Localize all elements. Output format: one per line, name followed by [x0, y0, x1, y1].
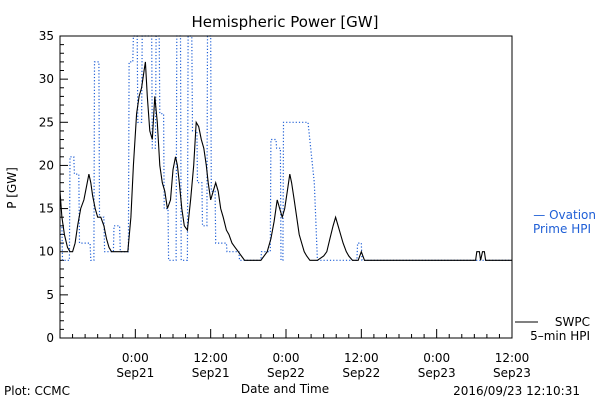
legend-swpc-line1: SWPC [555, 315, 590, 329]
x-tick-date: Sep22 [342, 366, 380, 380]
footer-plot-credit: Plot: CCMC [4, 384, 70, 398]
x-tick-time: 12:00 [193, 351, 228, 365]
chart-title: Hemispheric Power [GW] [192, 13, 379, 31]
y-tick-label: 35 [39, 29, 54, 43]
x-tick-date: Sep23 [418, 366, 456, 380]
x-tick-time: 0:00 [273, 351, 300, 365]
plot-frame [59, 35, 513, 339]
legend-swpc-line2: 5–min HPI [530, 329, 590, 343]
x-tick-time: 0:00 [423, 351, 450, 365]
legend-ovation-line1: — Ovation [533, 208, 596, 222]
y-tick-label: 20 [39, 158, 54, 172]
x-axis-label: Date and Time [241, 382, 329, 396]
legend-ovation-line2: Prime HPI [533, 222, 591, 236]
series-swpc-line [59, 61, 512, 261]
x-tick-date: Sep23 [493, 366, 531, 380]
x-tick-time: 12:00 [344, 351, 379, 365]
x-tick-date: Sep21 [116, 366, 154, 380]
series-ovation-prime-line [60, 35, 512, 261]
y-axis-label: P [GW] [5, 167, 19, 209]
y-tick-label: 15 [39, 202, 54, 216]
x-tick-time: 12:00 [495, 351, 530, 365]
y-tick-label: 5 [46, 288, 54, 302]
x-axis: 0:00Sep2112:00Sep210:00Sep2212:00Sep220:… [59, 329, 531, 380]
y-tick-label: 25 [39, 115, 54, 129]
y-tick-label: 10 [39, 245, 54, 259]
y-tick-label: 30 [39, 72, 54, 86]
footer-timestamp: 2016/09/23 12:10:31 [453, 384, 580, 398]
x-tick-date: Sep21 [192, 366, 230, 380]
y-tick-label: 0 [46, 331, 54, 345]
y-axis: 0 5 10 15 20 25 30 35 [39, 29, 68, 345]
x-tick-date: Sep22 [267, 366, 305, 380]
x-tick-time: 0:00 [122, 351, 149, 365]
